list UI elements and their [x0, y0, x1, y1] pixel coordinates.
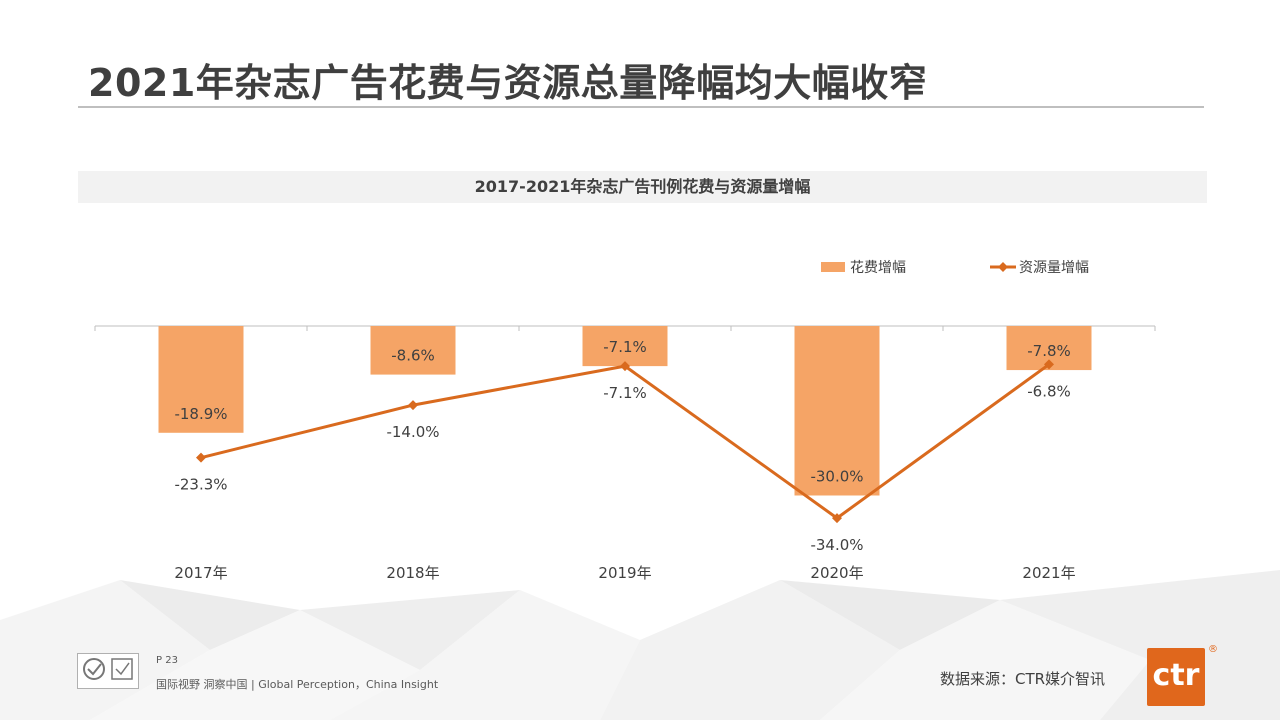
line-point-marker	[832, 513, 842, 524]
legend-swatch-bar	[821, 262, 845, 272]
bar-spend-growth	[582, 326, 668, 367]
page-number: P 23	[156, 655, 178, 666]
ctr-logo: ctr	[1147, 648, 1205, 706]
bar-spend-growth	[370, 326, 456, 375]
bar-data-label: -8.6%	[391, 347, 435, 365]
page-title: 2021年杂志广告花费与资源总量降幅均大幅收窄	[88, 61, 928, 105]
bar-data-label: -7.8%	[1027, 342, 1071, 360]
slogan: 国际视野 洞察中国 | Global Perception，China Insi…	[156, 678, 439, 691]
line-data-label: -14.0%	[386, 423, 439, 441]
bar-data-label: -30.0%	[810, 468, 863, 486]
line-point-marker	[408, 400, 418, 411]
line-data-label: -23.3%	[174, 476, 227, 494]
x-tick-label: 2017年	[174, 564, 227, 582]
line-point-marker	[620, 361, 630, 372]
legend-marker-line	[998, 262, 1008, 272]
chart-title: 2017-2021年杂志广告刊例花费与资源量增幅	[78, 171, 1207, 203]
x-tick-label: 2021年	[1022, 564, 1075, 582]
data-source: 数据来源：CTR媒介智讯	[940, 670, 1106, 688]
legend-label-bar: 花费增幅	[850, 260, 906, 276]
line-point-marker	[1044, 359, 1054, 370]
ctr-logo-text: ctr	[1152, 658, 1200, 693]
background-facets	[0, 570, 1280, 720]
x-tick-label: 2018年	[386, 564, 439, 582]
x-tick-label: 2019年	[598, 564, 651, 582]
bar-spend-growth	[794, 326, 880, 496]
line-data-label: -34.0%	[810, 536, 863, 554]
bar-spend-growth	[158, 326, 244, 433]
line-data-label: -6.8%	[1027, 382, 1071, 400]
line-point-marker	[196, 452, 206, 463]
certification-logo	[77, 653, 139, 689]
title-divider	[78, 106, 1204, 108]
bar-data-label: -7.1%	[603, 338, 647, 356]
x-tick-label: 2020年	[810, 564, 863, 582]
bar-data-label: -18.9%	[174, 405, 227, 423]
registered-mark: ®	[1208, 644, 1218, 655]
legend-label-line: 资源量增幅	[1019, 260, 1089, 276]
line-data-label: -7.1%	[603, 384, 647, 402]
